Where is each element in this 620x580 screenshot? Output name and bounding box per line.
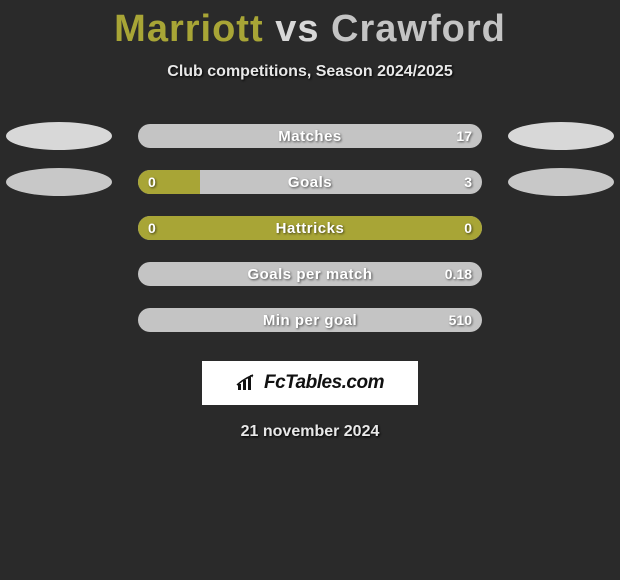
source-logo: FcTables.com [202,361,418,405]
stat-bar: 03Goals [138,170,482,194]
player2-name: Crawford [331,8,506,50]
stat-bar: 0.18Goals per match [138,262,482,286]
stat-row: 510Min per goal [0,297,620,343]
stat-label: Goals per match [138,262,482,286]
date-text: 21 november 2024 [0,423,620,441]
stat-label: Matches [138,124,482,148]
stat-label: Hattricks [138,216,482,240]
vs-text: vs [275,8,319,50]
comparison-title: Marriott vs Crawford [0,0,620,51]
stat-row: 03Goals [0,159,620,205]
stat-bar: 510Min per goal [138,308,482,332]
stat-row: 0.18Goals per match [0,251,620,297]
stat-row: 17Matches [0,113,620,159]
stats-area: 17Matches 03Goals 00Hattricks 0.18Goals per… [0,113,620,343]
stat-label: Goals [138,170,482,194]
player2-marker [508,122,614,150]
player1-marker [6,168,112,196]
subtitle: Club competitions, Season 2024/2025 [0,63,620,81]
stat-label: Min per goal [138,308,482,332]
stat-row: 00Hattricks [0,205,620,251]
player1-name: Marriott [114,8,263,50]
player2-marker [508,168,614,196]
stat-bar: 17Matches [138,124,482,148]
logo-text: FcTables.com [264,372,384,394]
stat-bar: 00Hattricks [138,216,482,240]
player1-marker [6,122,112,150]
chart-icon [236,374,258,392]
